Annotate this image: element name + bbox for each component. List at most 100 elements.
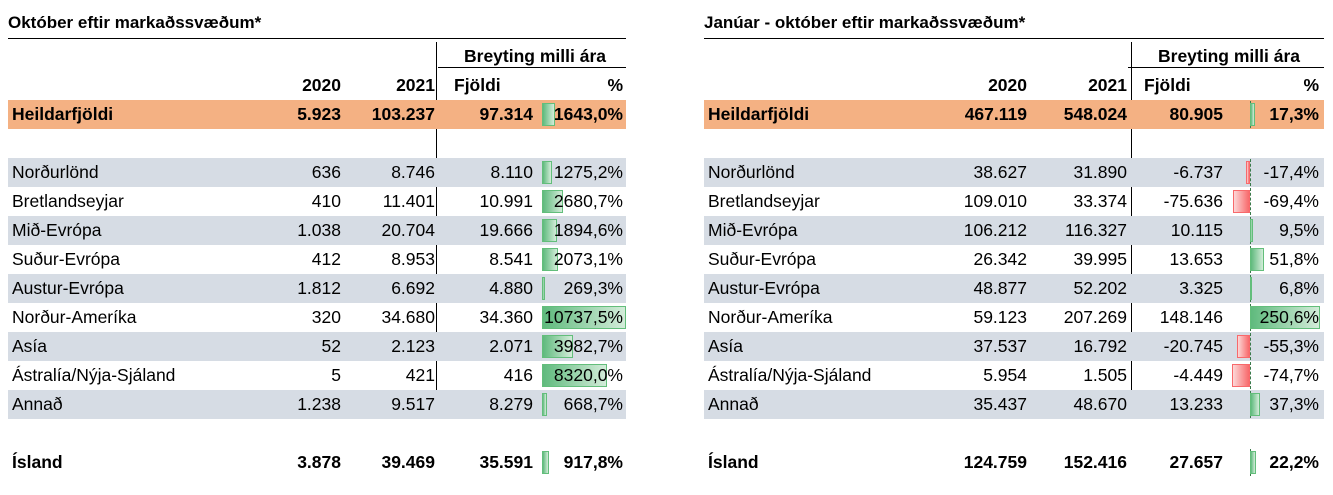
bar-axis	[1250, 188, 1251, 215]
value-2021: 16.792	[1073, 336, 1127, 356]
value-2021: 207.269	[1063, 307, 1127, 327]
region-label: Heildarfjöldi	[708, 104, 810, 124]
rule-line	[8, 38, 626, 39]
value-2021: 6.692	[391, 278, 435, 298]
change-pct: 10737,5%	[544, 307, 623, 327]
value-2021: 52.202	[1073, 278, 1127, 298]
change-count: 13.653	[1169, 249, 1223, 269]
total-row: Heildarfjöldi 5.923 103.237 97.314 1643,0%	[8, 100, 626, 129]
change-pct: 1275,2%	[553, 162, 623, 182]
data-bar	[542, 306, 626, 329]
change-pct: 37,3%	[1269, 394, 1319, 414]
table-row: Bretlandseyjar 410 11.401 10.991 2680,7%	[8, 187, 626, 216]
change-pct: 2073,1%	[553, 249, 623, 269]
value-2021: 8.746	[391, 162, 435, 182]
bar-axis	[1250, 362, 1251, 389]
value-2021: 39.469	[381, 452, 435, 472]
value-2020: 48.877	[973, 278, 1027, 298]
col-header-2020: 2020	[302, 75, 341, 95]
region-label: Bretlandseyjar	[708, 191, 820, 211]
table-row: Norður-Ameríka 320 34.680 34.360 10737,5%	[8, 303, 626, 332]
bar-axis	[1250, 333, 1251, 360]
value-2020: 3.878	[297, 452, 341, 472]
region-label: Austur-Evrópa	[12, 278, 124, 298]
table-title: Október eftir markaðssvæðum*	[8, 13, 262, 32]
value-2020: 410	[311, 191, 341, 211]
col-header-2021: 2021	[396, 75, 435, 95]
col-header-2020: 2020	[988, 75, 1027, 95]
bar-axis	[1250, 159, 1251, 186]
data-bar	[542, 219, 557, 242]
value-2021: 33.374	[1073, 191, 1127, 211]
value-2021: 34.680	[381, 307, 435, 327]
value-2021: 9.517	[391, 394, 435, 414]
data-bar	[1250, 219, 1253, 242]
value-2021: 116.327	[1065, 220, 1127, 240]
data-bar	[1250, 306, 1320, 329]
change-count: -6.737	[1173, 162, 1223, 182]
value-2020: 5.923	[297, 104, 341, 124]
change-pct: -69,4%	[1263, 191, 1319, 211]
change-count: 2.071	[489, 336, 533, 356]
change-pct: 51,8%	[1269, 249, 1319, 269]
value-2020: 320	[311, 307, 341, 327]
change-pct: 269,3%	[563, 278, 623, 298]
value-2020: 52	[321, 336, 341, 356]
col-header-pct: %	[607, 75, 623, 95]
value-2020: 35.437	[973, 394, 1027, 414]
column-header-row: 2020 2021 Fjöldi%	[8, 71, 626, 100]
table-row: Austur-Evrópa 1.812 6.692 4.880 269,3%	[8, 274, 626, 303]
value-2021: 39.995	[1073, 249, 1127, 269]
change-pct: 1643,0%	[553, 104, 623, 124]
data-bar	[1250, 248, 1265, 271]
change-pct: 668,7%	[563, 394, 623, 414]
rule-line	[704, 38, 1324, 39]
region-label: Norður-Ameríka	[12, 307, 137, 327]
change-count: 80.905	[1169, 104, 1223, 124]
group-header: Breyting milli ára	[464, 46, 606, 66]
table-row: Annað 1.238 9.517 8.279 668,7%	[8, 390, 626, 419]
value-2020: 412	[311, 249, 341, 269]
table-row: Norður-Ameríka 59.123 207.269 148.146 250,6%	[704, 303, 1324, 332]
iceland-row: Ísland 124.759 152.416 27.657 22,2%	[704, 448, 1324, 477]
data-bar	[542, 335, 574, 358]
data-bar	[542, 248, 559, 271]
value-2020: 1.038	[297, 220, 341, 240]
region-label: Ástralía/Nýja-Sjáland	[12, 365, 176, 385]
change-pct: -74,7%	[1263, 365, 1319, 385]
data-bar	[542, 277, 545, 300]
region-label: Asía	[12, 336, 48, 356]
value-2021: 31.890	[1073, 162, 1127, 182]
region-label: Ísland	[708, 452, 759, 472]
value-2021: 1.505	[1083, 365, 1127, 385]
col-header-change: Fjöldi	[454, 75, 501, 95]
change-pct: 2680,7%	[553, 191, 623, 211]
table-row: Asía 52 2.123 2.071 3982,7%	[8, 332, 626, 361]
change-pct: 1894,6%	[553, 220, 623, 240]
change-pct: 8320,0%	[553, 365, 623, 385]
change-count: 10.115	[1170, 220, 1223, 240]
data-bar	[542, 103, 555, 126]
col-header-change: Fjöldi	[1144, 75, 1191, 95]
value-2020: 1.812	[297, 278, 341, 298]
region-label: Ástralía/Nýja-Sjáland	[708, 365, 872, 385]
value-2021: 103.237	[371, 104, 435, 124]
change-pct: -17,4%	[1263, 162, 1319, 182]
change-count: -20.745	[1163, 336, 1223, 356]
value-2020: 1.238	[297, 394, 341, 414]
data-bar	[542, 161, 552, 184]
value-2020: 124.759	[963, 452, 1027, 472]
change-count: 8.110	[490, 162, 534, 182]
change-count: 148.146	[1159, 307, 1223, 327]
table-row: Norðurlönd 636 8.746 8.110 1275,2%	[8, 158, 626, 187]
change-pct: -55,3%	[1263, 336, 1319, 356]
column-header-row: 2020 2021 Fjöldi%	[704, 71, 1324, 100]
value-2021: 8.953	[391, 249, 435, 269]
value-2020: 109.010	[963, 191, 1027, 211]
table-row: Suður-Evrópa 26.342 39.995 13.653 51,8%	[704, 245, 1324, 274]
region-label: Mið-Evrópa	[708, 220, 798, 240]
data-bar	[1250, 451, 1257, 474]
data-bar	[542, 364, 608, 387]
region-label: Suður-Evrópa	[708, 249, 816, 269]
data-bar	[1245, 161, 1250, 184]
